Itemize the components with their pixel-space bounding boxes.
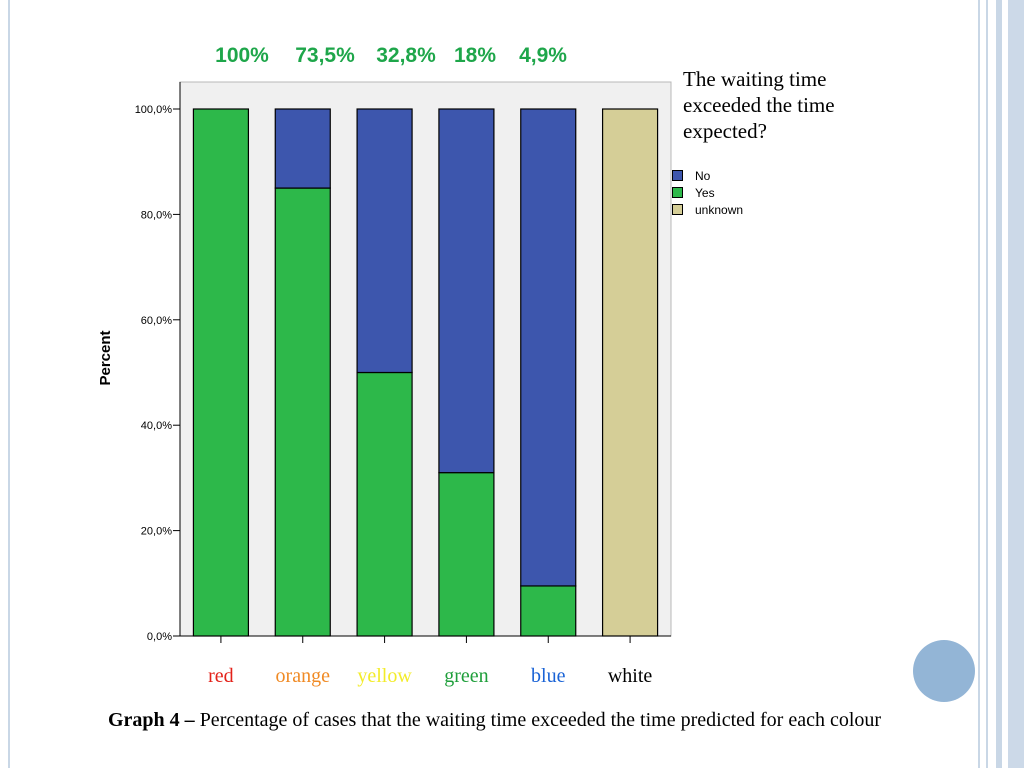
bar-segment-yes [356, 371, 413, 637]
y-tick-label: 40,0% [141, 420, 172, 432]
bar-segment-no [438, 108, 495, 474]
legend-item-unknown: unknown [672, 201, 743, 218]
decorative-circle [913, 640, 975, 702]
x-category-label: yellow [357, 665, 412, 687]
bar-segment-yes [438, 472, 495, 637]
top-percentage-label: 18% [454, 44, 496, 67]
legend-title: The waiting time exceeded the time expec… [683, 67, 835, 143]
caption-text: Percentage of cases that the waiting tim… [194, 709, 882, 731]
slide-frame-right-band [1008, 0, 1024, 768]
x-category-label: white [608, 665, 653, 687]
bar-segment-no [274, 108, 331, 189]
x-category-label: red [208, 665, 234, 687]
y-tick-label: 100,0% [135, 104, 173, 116]
legend-swatch-yes [672, 187, 683, 198]
slide-frame-right-line [996, 0, 1002, 768]
slide-frame-right-line [986, 0, 988, 768]
chart-legend: No Yes unknown [672, 167, 743, 218]
legend-label-yes: Yes [695, 185, 715, 200]
y-axis-title: Percent [97, 330, 114, 385]
bar-segment-no [520, 108, 577, 587]
y-tick-label: 80,0% [141, 209, 172, 221]
top-percentage-label: 73,5% [295, 44, 355, 67]
bar-segment-no [356, 108, 413, 374]
caption-label: Graph 4 – [108, 709, 195, 731]
y-tick-label: 0,0% [147, 631, 172, 643]
legend-label-unknown: unknown [695, 202, 744, 217]
x-category-label: blue [531, 665, 566, 687]
legend-swatch-unknown [672, 204, 683, 215]
bar-segment-yes [520, 585, 577, 637]
bar-segment-unknown [601, 108, 659, 637]
slide-frame-left-line [8, 0, 10, 768]
legend-item-no: No [672, 167, 743, 184]
bar-segment-yes [192, 108, 250, 637]
top-percentage-label: 100% [215, 44, 269, 67]
top-percentage-label: 32,8% [376, 44, 436, 67]
x-category-label: orange [276, 665, 331, 687]
plot-area [179, 81, 672, 637]
legend-label-no: No [695, 168, 711, 183]
bar-segment-yes [274, 187, 331, 637]
slide-frame-right-line [978, 0, 980, 768]
top-percentage-label: 4,9% [519, 44, 567, 67]
y-tick-label: 60,0% [141, 315, 172, 327]
x-category-label: green [444, 665, 488, 687]
y-tick-label: 20,0% [141, 526, 172, 538]
legend-swatch-no [672, 170, 683, 181]
legend-item-yes: Yes [672, 184, 743, 201]
figure-caption: Graph 4 – Percentage of cases that the w… [108, 708, 958, 733]
